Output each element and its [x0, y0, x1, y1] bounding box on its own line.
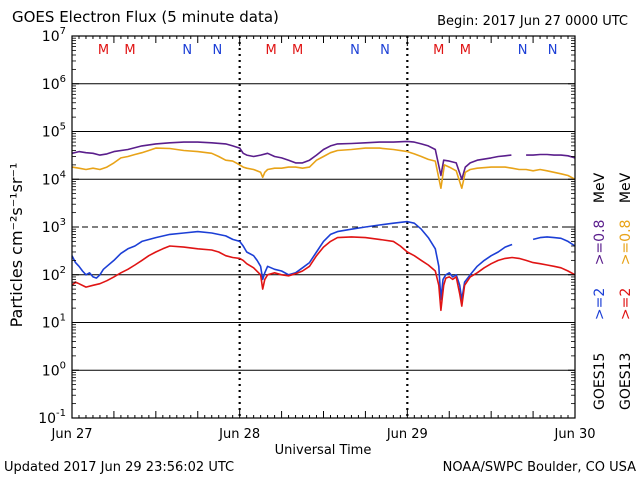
y-tick-exp: 4 — [60, 169, 66, 180]
orbit-marker-M: M — [460, 43, 471, 58]
series-line-goes13_low — [71, 236, 576, 312]
y-tick-exp: -1 — [56, 408, 66, 419]
orbit-marker-M: M — [124, 43, 135, 58]
x-tick-label: Jun 28 — [218, 427, 260, 442]
y-tick-label: 101 — [42, 313, 66, 332]
series-line-goes15_low — [71, 220, 576, 301]
y-tick-base: 10 — [42, 29, 60, 45]
y-tick-exp: 1 — [60, 313, 66, 324]
legend-goes13: GOES13 >=2 >=0.8 MeV — [618, 172, 634, 410]
legend-goes13-high: >=0.8 — [618, 220, 634, 266]
y-tick-base: 10 — [42, 268, 60, 284]
legend-goes13-unit: MeV — [618, 172, 634, 203]
y-tick-base: 10 — [42, 77, 60, 93]
y-axis-label: Particles cm⁻²s⁻¹sr⁻¹ — [7, 163, 26, 328]
y-tick-label: 105 — [42, 122, 66, 141]
orbit-marker-M: M — [98, 43, 109, 58]
x-tick-label: Jun 27 — [51, 427, 93, 442]
series-line-goes15_high — [71, 140, 576, 181]
legend-goes15-high: >=0.8 — [592, 220, 608, 266]
x-tick-label: Jun 29 — [386, 427, 428, 442]
y-tick-label: 104 — [42, 169, 66, 188]
y-tick-label: 102 — [42, 265, 66, 284]
grid-layer — [72, 36, 575, 418]
y-tick-exp: 5 — [60, 122, 66, 133]
series-line-goes13_high — [71, 147, 576, 189]
plot-frame — [71, 35, 576, 419]
legend-goes13-low: >=2 — [618, 288, 634, 320]
y-tick-exp: 3 — [60, 217, 66, 228]
orbit-marker-N: N — [182, 43, 192, 58]
legend-goes15-low: >=2 — [592, 288, 608, 320]
begin-time-label: Begin: 2017 Jun 27 0000 UTC — [437, 14, 628, 29]
y-tick-base: 10 — [42, 316, 60, 332]
y-tick-base: 10 — [42, 125, 60, 141]
orbit-marker-N: N — [350, 43, 360, 58]
orbit-marker-N: N — [212, 43, 222, 58]
y-tick-base: 10 — [42, 220, 60, 236]
x-axis-label: Universal Time — [275, 443, 372, 458]
orbit-marker-N: N — [380, 43, 390, 58]
orbit-marker-M: M — [292, 43, 303, 58]
chart-title: GOES Electron Flux (5 minute data) — [12, 8, 279, 26]
y-tick-label: 103 — [42, 217, 66, 236]
credit-label: NOAA/SWPC Boulder, CO USA — [442, 460, 636, 475]
y-tick-exp: 7 — [60, 26, 66, 37]
y-tick-label: 100 — [42, 360, 66, 379]
orbit-marker-M: M — [265, 43, 276, 58]
y-tick-label: 107 — [42, 26, 66, 45]
y-tick-exp: 0 — [60, 360, 66, 371]
x-tick-label: Jun 30 — [554, 427, 596, 442]
y-tick-label: 10-1 — [38, 408, 66, 427]
y-tick-exp: 2 — [60, 265, 66, 276]
series-layer — [71, 140, 576, 312]
orbit-marker-N: N — [518, 43, 528, 58]
legend-goes13-sat: GOES13 — [618, 353, 634, 410]
legend-goes15: GOES15 >=2 >=0.8 MeV — [592, 172, 608, 410]
updated-timestamp: Updated 2017 Jun 29 23:56:02 UTC — [4, 460, 235, 475]
legend-goes15-sat: GOES15 — [592, 353, 608, 410]
orbit-marker-N: N — [548, 43, 558, 58]
legend: GOES15 >=2 >=0.8 MeV GOES13 >=2 >=0.8 Me… — [592, 172, 634, 410]
legend-goes15-unit: MeV — [592, 172, 608, 203]
y-tick-base: 10 — [42, 363, 60, 379]
orbit-marker-M: M — [433, 43, 444, 58]
y-tick-label: 106 — [42, 74, 66, 93]
y-tick-base: 10 — [38, 411, 56, 427]
y-tick-exp: 6 — [60, 74, 66, 85]
y-tick-base: 10 — [42, 172, 60, 188]
